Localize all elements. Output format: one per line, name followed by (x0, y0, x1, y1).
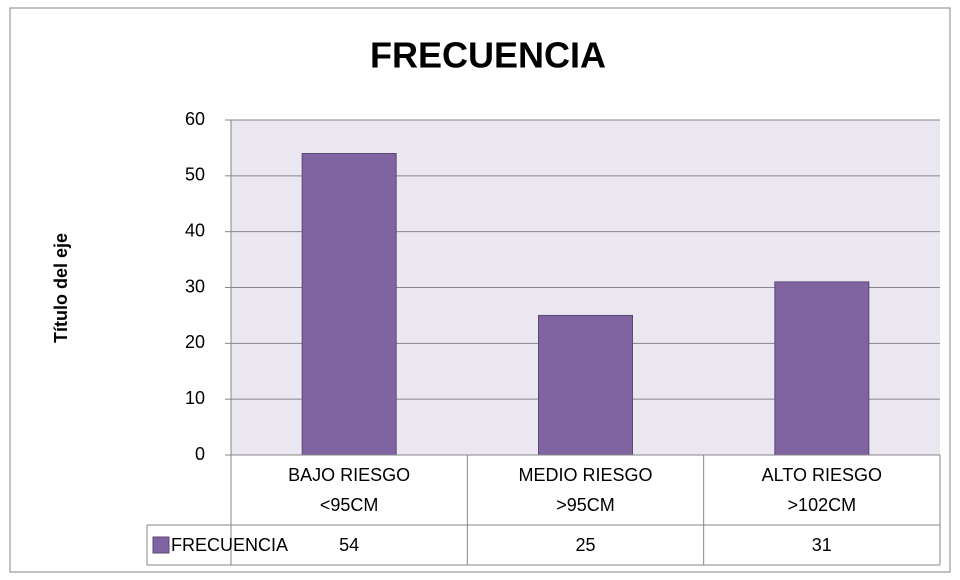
legend-swatch (152, 536, 170, 554)
data-table-value: 31 (811, 534, 832, 555)
x-tick-label: MEDIO RIESGO >95CM (518, 465, 653, 515)
data-table-value: 54 (339, 534, 360, 555)
y-tick-label: 0 (195, 444, 205, 464)
y-tick-label: 50 (185, 165, 205, 185)
chart-title: FRECUENCIA (370, 35, 606, 76)
y-axis-title: Título del eje (51, 233, 71, 343)
data-table-value: 25 (575, 534, 596, 555)
bar (538, 314, 633, 456)
y-tick-label: 60 (185, 109, 205, 129)
y-tick-label: 20 (185, 332, 205, 352)
y-tick-label: 30 (185, 276, 205, 296)
y-tick-label: 40 (185, 220, 205, 240)
x-tick-label: BAJO RIESGO <95CM (288, 465, 411, 515)
legend-label: FRECUENCIA (171, 534, 289, 555)
y-tick-label: 10 (185, 388, 205, 408)
bar (774, 281, 870, 456)
x-tick-label: ALTO RIESGO >102CM (761, 465, 882, 515)
bar (301, 153, 397, 456)
